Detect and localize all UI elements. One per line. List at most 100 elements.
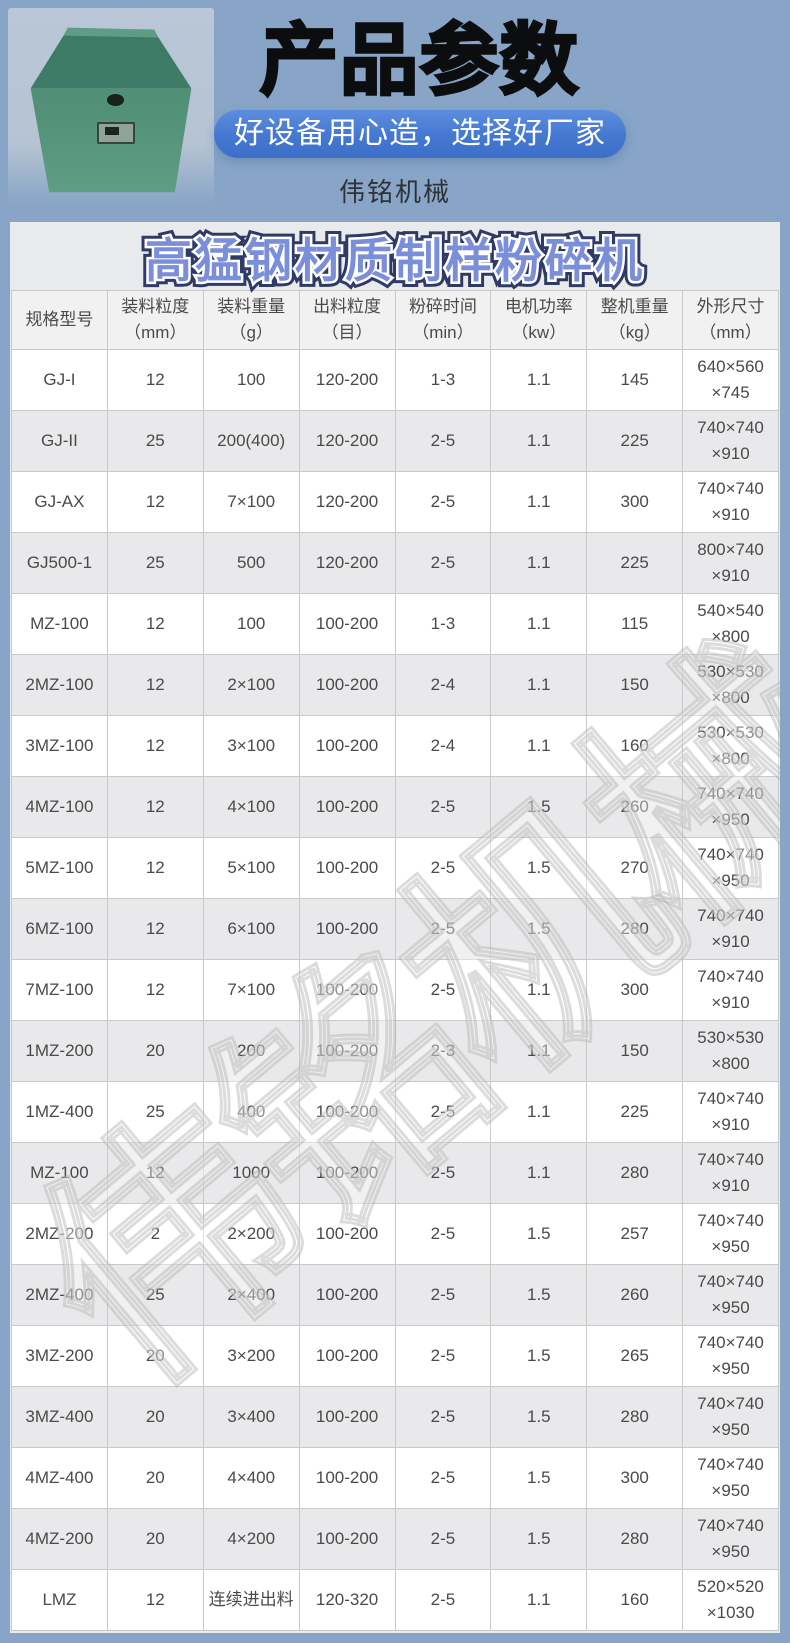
table-cell: 100-200 [298, 715, 396, 777]
table-row: 3MZ-400 20 3×400 100-200 2-5 1.5 280 740×740 ×9… [11, 1386, 779, 1448]
table-cell: 12 [106, 1569, 204, 1631]
table-cell: 800×740 ×910 [682, 532, 779, 594]
table-cell: 12 [106, 837, 204, 899]
page-title: 产品参数 [258, 15, 580, 106]
table-row: GJ500-1 25 500 120-200 2-5 1.1 225 800×740 ×910 [11, 532, 779, 594]
table-cell: 1.1 [490, 1142, 588, 1204]
table-cell: 100 [202, 349, 300, 411]
table-cell: 4MZ-400 [11, 1447, 108, 1509]
table-cell: 100-200 [298, 1203, 396, 1265]
table-cell: 1.1 [490, 532, 588, 594]
table-cell: 740×740 ×950 [682, 1203, 779, 1265]
table-cell: 100-200 [298, 776, 396, 838]
table-cell: 100-200 [298, 959, 396, 1021]
table-cell: 7MZ-100 [11, 959, 108, 1021]
table-cell: 100-200 [298, 1508, 396, 1570]
table-cell: 120-200 [298, 410, 396, 472]
table-cell: 20 [106, 1325, 204, 1387]
header-row: 规格型号 装料粒度 （mm） 装料重量 （g） 出料粒度 （目） 粉碎时间 （m… [11, 290, 779, 350]
column-header-motor-power: 电机功率 （kw） [490, 290, 588, 350]
table-cell: 540×540 ×800 [682, 593, 779, 655]
table-cell: 2×100 [202, 654, 300, 716]
table-cell: 12 [106, 715, 204, 777]
table-cell: 20 [106, 1386, 204, 1448]
table-cell: 12 [106, 1142, 204, 1204]
table-cell: 1.5 [490, 1386, 588, 1448]
table-cell: 1.1 [490, 349, 588, 411]
table-cell: 2-5 [394, 1569, 492, 1631]
table-cell: 160 [586, 1569, 684, 1631]
table-cell: 1.5 [490, 1203, 588, 1265]
table-cell: 740×740 ×910 [682, 898, 779, 960]
table-cell: 740×740 ×950 [682, 1508, 779, 1570]
table-cell: 2MZ-100 [11, 654, 108, 716]
table-cell: 100-200 [298, 898, 396, 960]
table-cell: 2×200 [202, 1203, 300, 1265]
table-cell: 12 [106, 959, 204, 1021]
table-row: 4MZ-100 12 4×100 100-200 2-5 1.5 260 740×740 ×9… [11, 776, 779, 838]
table-cell: MZ-100 [11, 1142, 108, 1204]
table-cell: 6×100 [202, 898, 300, 960]
table-cell: 3×400 [202, 1386, 300, 1448]
column-header-model: 规格型号 [11, 290, 108, 350]
table-cell: 640×560 ×745 [682, 349, 779, 411]
table-row: 2MZ-400 25 2×400 100-200 2-5 1.5 260 740×740 ×9… [11, 1264, 779, 1326]
table-cell: LMZ [11, 1569, 108, 1631]
product-photo [8, 8, 214, 204]
table-row: LMZ 12 连续进出料 120-320 2-5 1.1 160 520×520 ×1030 [11, 1569, 779, 1631]
table-cell: 1-3 [394, 349, 492, 411]
table-cell: 120-320 [298, 1569, 396, 1631]
table-cell: 740×740 ×950 [682, 776, 779, 838]
table-cell: 145 [586, 349, 684, 411]
table-cell: 1.1 [490, 715, 588, 777]
table-cell: 1.5 [490, 1447, 588, 1509]
table-cell: 100-200 [298, 593, 396, 655]
table-cell: 530×530 ×800 [682, 715, 779, 777]
table-cell: 530×530 ×800 [682, 654, 779, 716]
table-cell: 1000 [202, 1142, 300, 1204]
column-header-dimensions: 外形尺寸 （mm） [682, 290, 779, 350]
table-row: GJ-AX 12 7×100 120-200 2-5 1.1 300 740×740 ×910 [11, 471, 779, 533]
table-cell: 100-200 [298, 1447, 396, 1509]
table-cell: 1.5 [490, 1325, 588, 1387]
table-cell: 20 [106, 1508, 204, 1570]
table-cell: 12 [106, 898, 204, 960]
table-cell: 100-200 [298, 1081, 396, 1143]
table-cell: 1.1 [490, 1020, 588, 1082]
table-cell: 2-5 [394, 837, 492, 899]
table-cell: 2-5 [394, 898, 492, 960]
table-row: MZ-100 12 1000 100-200 2-5 1.1 280 740×740 ×910 [11, 1142, 779, 1204]
table-cell: 2-5 [394, 532, 492, 594]
column-header-machine-weight: 整机重量 （kg） [586, 290, 684, 350]
table-cell: 100-200 [298, 654, 396, 716]
crusher-machine-image [8, 8, 214, 204]
table-cell: 2-5 [394, 1142, 492, 1204]
table-cell: 3×200 [202, 1325, 300, 1387]
table-cell: 1.1 [490, 471, 588, 533]
table-cell: 12 [106, 349, 204, 411]
table-cell: 1MZ-200 [11, 1020, 108, 1082]
table-cell: 1.5 [490, 837, 588, 899]
table-row: 2MZ-100 12 2×100 100-200 2-4 1.1 150 530×530 ×8… [11, 654, 779, 716]
table-cell: 2-5 [394, 959, 492, 1021]
table-cell: 1-3 [394, 593, 492, 655]
table-row: 5MZ-100 12 5×100 100-200 2-5 1.5 270 740×740 ×9… [11, 837, 779, 899]
table-row: 2MZ-200 2 2×200 100-200 2-5 1.5 257 740×740 ×95… [11, 1203, 779, 1265]
table-cell: 100-200 [298, 1325, 396, 1387]
table-cell: 4MZ-200 [11, 1508, 108, 1570]
table-cell: 150 [586, 1020, 684, 1082]
brand-name: 伟铭机械 [338, 177, 451, 207]
table-cell: 520×520 ×1030 [682, 1569, 779, 1631]
table-cell: 12 [106, 471, 204, 533]
table-cell: 2-5 [394, 1386, 492, 1448]
table-row: 4MZ-400 20 4×400 100-200 2-5 1.5 300 740×740 ×9… [11, 1447, 779, 1509]
table-cell: 740×740 ×950 [682, 1325, 779, 1387]
table-cell: 1.5 [490, 776, 588, 838]
hero-text-block: 产品参数 好设备用心造，选择好厂家 [205, 0, 635, 158]
spec-table-body: GJ-I 12 100 120-200 1-3 1.1 145 640×560 ×745 GJ-… [11, 349, 779, 1631]
table-row: GJ-I 12 100 120-200 1-3 1.1 145 640×560 ×745 [11, 349, 779, 411]
table-cell: 1MZ-400 [11, 1081, 108, 1143]
table-cell: 260 [586, 776, 684, 838]
table-cell: 2-5 [394, 1264, 492, 1326]
table-cell: GJ500-1 [11, 532, 108, 594]
